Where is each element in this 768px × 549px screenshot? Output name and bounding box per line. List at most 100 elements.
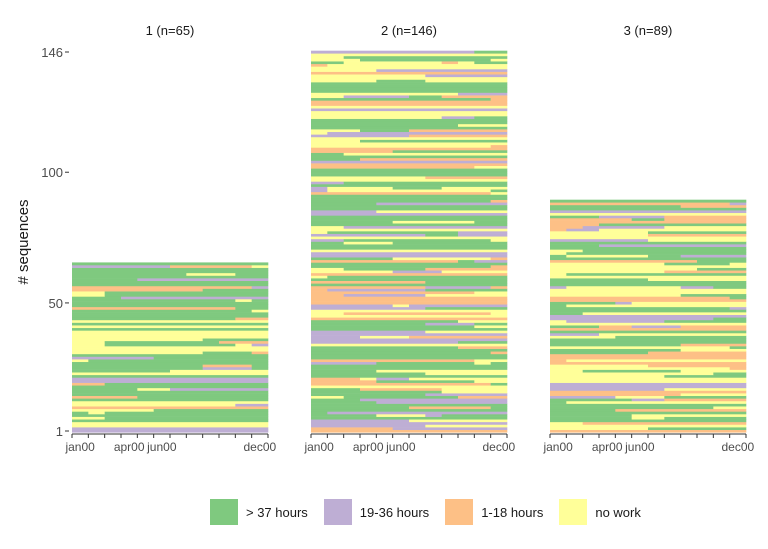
sequence-segment bbox=[311, 116, 442, 119]
sequence-segment bbox=[311, 387, 361, 391]
sequence-segment bbox=[72, 380, 269, 383]
sequence-segment bbox=[72, 262, 269, 266]
sequence-segment bbox=[72, 377, 269, 381]
sequence-segment bbox=[550, 207, 747, 211]
sequence-segment bbox=[311, 233, 426, 237]
sequence-segment bbox=[311, 262, 508, 266]
sequence-segment bbox=[550, 288, 747, 292]
sequence-segment bbox=[425, 322, 475, 326]
sequence-segment bbox=[311, 100, 508, 104]
sequence-segment bbox=[490, 191, 508, 195]
sequence-segment bbox=[72, 387, 138, 391]
sequence-segment bbox=[311, 50, 475, 54]
sequence-segment bbox=[474, 359, 508, 363]
sequence-segment bbox=[360, 398, 508, 402]
sequence-segment bbox=[311, 359, 475, 363]
sequence-segment bbox=[72, 385, 269, 389]
sequence-segment bbox=[550, 335, 616, 339]
sequence-segment bbox=[137, 395, 269, 399]
legend-swatch bbox=[445, 499, 474, 525]
sequence-segment bbox=[311, 299, 508, 302]
sequence-segment bbox=[458, 233, 508, 237]
sequence-segment bbox=[409, 95, 442, 99]
sequence-segment bbox=[235, 317, 269, 321]
sequence-segment bbox=[170, 387, 269, 391]
sequence-segment bbox=[311, 238, 344, 242]
sequence-segment bbox=[311, 390, 442, 394]
sequence-segment bbox=[648, 351, 747, 355]
sequence-segment bbox=[550, 390, 747, 394]
sequence-segment bbox=[311, 369, 377, 373]
sequence-segment bbox=[550, 369, 583, 373]
sequence-segment bbox=[409, 129, 508, 133]
sequence-segment bbox=[729, 296, 747, 300]
sequence-segment bbox=[311, 343, 508, 347]
sequence-segment bbox=[72, 382, 105, 386]
sequence-segment bbox=[311, 265, 491, 268]
sequence-segment bbox=[202, 364, 252, 368]
sequence-segment bbox=[474, 259, 508, 263]
sequence-segment bbox=[425, 176, 508, 180]
sequence-segment bbox=[311, 285, 426, 289]
sequence-segment bbox=[550, 385, 747, 389]
sequence-segment bbox=[550, 241, 747, 245]
sequence-segment bbox=[311, 283, 508, 287]
sequence-segment bbox=[680, 343, 747, 347]
sequence-segment bbox=[88, 411, 105, 415]
sequence-segment bbox=[550, 374, 665, 378]
sequence-segment bbox=[72, 267, 269, 271]
sequence-segment bbox=[376, 79, 426, 83]
sequence-segment bbox=[311, 424, 426, 428]
sequence-segment bbox=[72, 270, 269, 274]
sequence-segment bbox=[376, 377, 410, 381]
sequence-segment bbox=[582, 312, 747, 315]
sequence-segment bbox=[72, 366, 203, 370]
sequence-segment bbox=[311, 257, 393, 261]
legend-item: > 37 hours bbox=[210, 499, 308, 525]
sequence-segment bbox=[425, 414, 442, 417]
sequence-segment bbox=[327, 63, 508, 67]
x-tick-label: apr00 bbox=[592, 440, 623, 454]
sequence-segment bbox=[311, 66, 508, 70]
sequence-segment bbox=[615, 408, 747, 412]
sequence-segment bbox=[72, 299, 236, 302]
sequence-segment bbox=[311, 168, 508, 172]
sequence-segment bbox=[425, 233, 459, 237]
sequence-segment bbox=[458, 259, 475, 263]
sequence-segment bbox=[474, 325, 508, 329]
x-tick-label: apr00 bbox=[353, 440, 384, 454]
sequence-segment bbox=[360, 387, 442, 391]
sequence-segment bbox=[566, 272, 747, 276]
sequence-segment bbox=[680, 348, 747, 352]
sequence-segment bbox=[72, 317, 236, 321]
sequence-segment bbox=[409, 134, 508, 138]
sequence-segment bbox=[311, 319, 459, 323]
sequence-segment bbox=[474, 116, 508, 119]
sequence-segment bbox=[550, 204, 681, 208]
sequence-segment bbox=[550, 275, 747, 279]
sequence-segment bbox=[376, 210, 508, 214]
sequence-segment bbox=[680, 285, 714, 289]
sequence-segment bbox=[490, 382, 508, 386]
sequence-segment bbox=[550, 312, 583, 315]
sequence-segment bbox=[490, 189, 508, 193]
sequence-segment bbox=[311, 275, 328, 279]
sequence-segment bbox=[311, 165, 475, 169]
sequence-segment bbox=[72, 306, 236, 310]
sequence-segment bbox=[311, 338, 508, 342]
sequence-segment bbox=[343, 293, 426, 297]
sequence-segment bbox=[425, 267, 508, 271]
sequence-segment bbox=[490, 361, 508, 365]
sequence-segment bbox=[550, 262, 665, 266]
sequence-segment bbox=[311, 372, 426, 376]
sequence-segment bbox=[550, 424, 747, 428]
sequence-segment bbox=[648, 254, 681, 258]
sequence-segment bbox=[550, 228, 567, 232]
cluster-panel-2: 2 (n=146) jan00 apr00 jun00 dec00 bbox=[303, 23, 515, 454]
sequence-segment bbox=[72, 400, 269, 404]
sequence-segment bbox=[311, 353, 508, 357]
sequence-segment bbox=[664, 270, 747, 274]
legend: > 37 hours 19-36 hours 1-18 hours no work bbox=[210, 498, 657, 526]
sequence-segment bbox=[311, 184, 508, 187]
